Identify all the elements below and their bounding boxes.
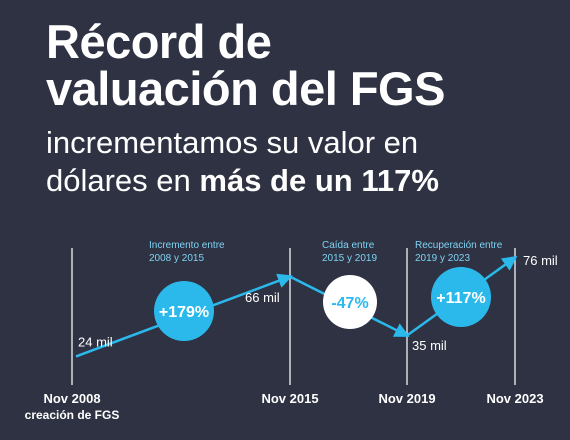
- page-title: Récord de valuación del FGS: [46, 18, 445, 112]
- segment-caption: 2019 y 2023: [415, 253, 470, 264]
- data-label: 24 mil: [78, 334, 113, 349]
- segment-caption: Caída entre: [322, 240, 375, 251]
- x-tick-sublabel: creación de FGS: [25, 408, 120, 422]
- segment-caption: Recuperación entre: [415, 240, 503, 251]
- data-label: 66 mil: [245, 290, 280, 305]
- segment-caption: 2015 y 2019: [322, 253, 377, 264]
- change-badge-label: -47%: [331, 295, 368, 312]
- change-badge: [154, 281, 214, 341]
- subtitle-line-1: incrementamos su valor en: [46, 125, 419, 160]
- data-label: 76 mil: [523, 253, 558, 268]
- change-badge: [431, 267, 491, 327]
- page-subtitle: incrementamos su valor en dólares en más…: [46, 124, 439, 200]
- data-label: 35 mil: [412, 338, 447, 353]
- segment-caption: 2008 y 2015: [149, 253, 204, 264]
- x-tick-label: Nov 2015: [261, 391, 318, 406]
- subtitle-highlight: más de un 117%: [199, 163, 439, 198]
- x-tick-label: Nov 2019: [378, 391, 435, 406]
- title-line-1: Récord de: [46, 15, 272, 68]
- x-tick-label: Nov 2008: [43, 391, 100, 406]
- change-badge: [323, 275, 377, 329]
- change-badge-label: +117%: [436, 290, 485, 307]
- x-tick-label: Nov 2023: [486, 391, 543, 406]
- change-badge-label: +179%: [159, 304, 209, 321]
- subtitle-line-2-prefix: dólares en: [46, 163, 200, 198]
- segment-caption: Incremento entre: [149, 240, 225, 251]
- title-line-2: valuación del FGS: [46, 62, 445, 115]
